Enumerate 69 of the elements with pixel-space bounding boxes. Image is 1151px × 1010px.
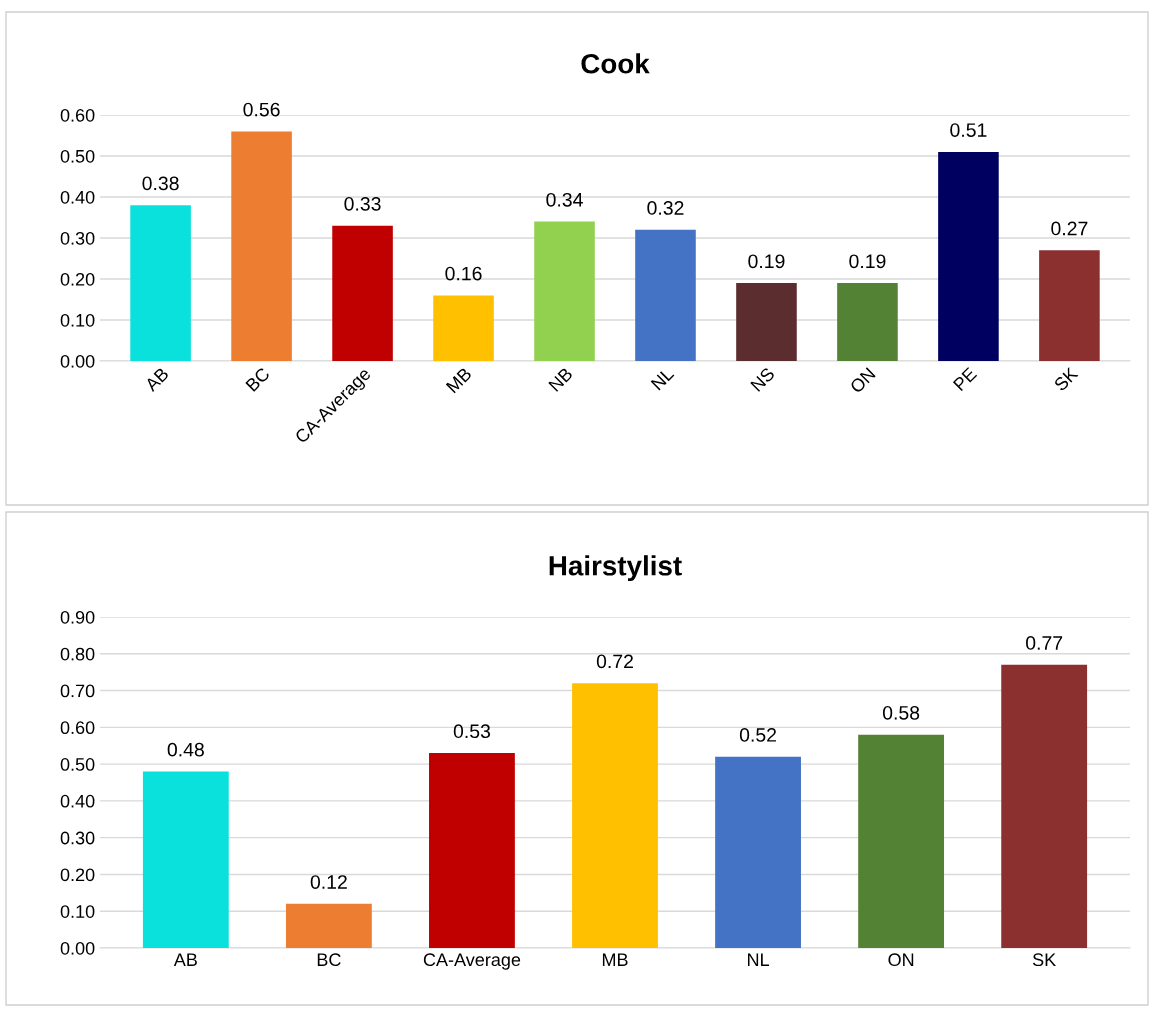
data-label: 0.19 [748, 254, 785, 269]
x-tick-label: AB [144, 367, 170, 393]
data-label: 0.12 [310, 875, 347, 889]
x-tick-label: NL [650, 366, 675, 391]
bar [433, 295, 494, 361]
chart-title: Hairstylist [549, 555, 682, 582]
bar [837, 283, 898, 361]
y-tick-label: 0.50 [60, 758, 95, 771]
bar [938, 151, 999, 361]
y-tick-label: 0.40 [60, 190, 95, 204]
data-label: 0.34 [546, 192, 583, 207]
data-label: 0.16 [445, 266, 482, 281]
x-tick-label: AB [173, 953, 197, 966]
y-tick-label: 0.50 [60, 149, 95, 163]
x-tick-label: ON [888, 953, 914, 967]
x-tick-label: MB [445, 367, 473, 394]
x-tick-label: NL [748, 953, 769, 966]
y-tick-label: 0.20 [60, 868, 95, 882]
x-tick-label: NB [548, 367, 574, 392]
data-label: 0.72 [596, 654, 633, 669]
bar [285, 903, 372, 948]
x-tick-label: CA-Average [423, 953, 521, 970]
y-tick-label: 0.90 [60, 610, 95, 624]
y-tick-label: 0.30 [60, 231, 95, 245]
x-tick-label: BC [245, 366, 271, 392]
bar [429, 753, 515, 948]
bar [130, 205, 191, 361]
bar [572, 683, 658, 948]
data-label: 0.52 [739, 728, 776, 742]
bar [142, 771, 229, 948]
y-tick-label: 0.60 [60, 108, 95, 122]
y-tick-label: 0.20 [60, 272, 95, 286]
bar [858, 734, 945, 948]
bar [534, 221, 595, 361]
y-tick-label: 0.00 [60, 941, 95, 955]
data-label: 0.19 [849, 254, 886, 269]
bar [1039, 250, 1100, 361]
y-tick-label: 0.30 [60, 831, 95, 845]
bar [736, 283, 797, 361]
x-tick-label: BC [317, 953, 341, 967]
data-label: 0.53 [453, 724, 491, 739]
data-label: 0.51 [950, 123, 987, 137]
data-label: 0.38 [142, 176, 179, 191]
y-tick-label: 0.10 [60, 313, 95, 327]
data-label: 0.77 [1026, 636, 1063, 650]
chart-title: Cook [581, 53, 650, 74]
x-tick-label: MB [602, 953, 628, 966]
x-tick-label: PE [952, 366, 978, 392]
y-tick-label: 0.70 [60, 684, 95, 698]
bar [332, 225, 393, 361]
data-label: 0.27 [1051, 221, 1088, 236]
x-tick-label: SK [1032, 953, 1057, 967]
data-label: 0.56 [243, 102, 280, 117]
y-tick-label: 0.00 [60, 354, 95, 368]
bar [635, 229, 696, 361]
y-tick-label: 0.10 [60, 905, 95, 918]
y-tick-label: 0.60 [60, 721, 95, 735]
bar [715, 756, 801, 948]
bar [1001, 664, 1088, 948]
data-label: 0.32 [647, 201, 684, 215]
bar [231, 131, 292, 361]
data-label: 0.48 [167, 742, 204, 757]
data-label: 0.33 [344, 196, 381, 211]
y-tick-label: 0.40 [60, 794, 95, 808]
x-tick-label: NS [750, 366, 776, 392]
x-tick-label: ON [849, 367, 876, 394]
x-tick-label: SK [1053, 366, 1079, 392]
data-label: 0.58 [882, 705, 920, 720]
y-tick-label: 0.80 [60, 647, 95, 661]
